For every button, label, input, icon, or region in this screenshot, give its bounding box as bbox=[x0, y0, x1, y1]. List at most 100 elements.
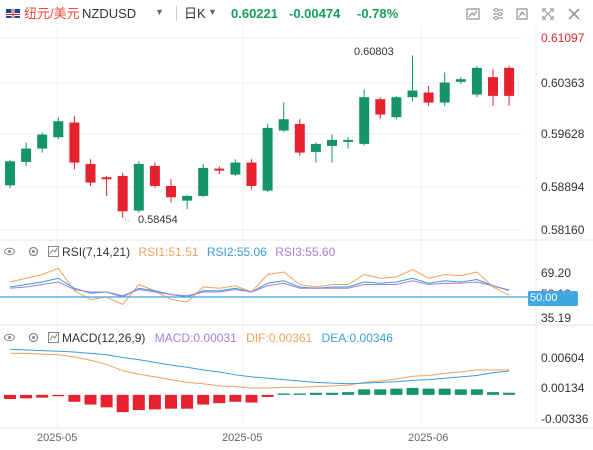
candle bbox=[423, 92, 434, 103]
candle bbox=[101, 177, 112, 180]
symbol-dropdown-icon[interactable]: ▼ bbox=[155, 7, 164, 17]
macd-tick: -0.00336 bbox=[541, 412, 589, 426]
price-tick: 0.58894 bbox=[541, 180, 585, 194]
candle bbox=[198, 167, 209, 196]
candle bbox=[230, 162, 241, 175]
macd-value: MACD:0.00031 bbox=[154, 331, 237, 345]
dea-value: DEA:0.00346 bbox=[321, 331, 393, 345]
macd-bar bbox=[309, 392, 322, 395]
macd-bar bbox=[422, 388, 435, 395]
nz-flag-icon bbox=[6, 7, 20, 18]
candle bbox=[69, 122, 80, 163]
settings-icon[interactable] bbox=[28, 332, 39, 343]
rsi-legend: RSI(7,14,21) RSI1:51.51 RSI2:55.06 RSI3:… bbox=[4, 245, 335, 259]
macd-bar bbox=[261, 394, 274, 397]
period-selector[interactable]: 日K bbox=[184, 6, 206, 21]
candle bbox=[133, 163, 144, 211]
macd-bar bbox=[487, 392, 499, 395]
macd-bar bbox=[454, 389, 467, 395]
high-price-label: 0.60803 bbox=[354, 46, 394, 58]
symbol-selector[interactable]: NZDUSD bbox=[82, 6, 137, 21]
macd-title: MACD(12,26,9) bbox=[62, 331, 146, 345]
close-icon[interactable] bbox=[566, 6, 582, 22]
macd-line-dif bbox=[10, 352, 510, 389]
eye-icon[interactable] bbox=[4, 246, 15, 257]
candle bbox=[439, 82, 450, 103]
candle bbox=[246, 162, 257, 186]
macd-bar bbox=[438, 388, 451, 395]
indicator-icon[interactable] bbox=[514, 6, 530, 22]
macd-bar bbox=[245, 394, 258, 403]
candle bbox=[488, 77, 498, 96]
candle bbox=[21, 148, 32, 162]
rsi-tick: 35.19 bbox=[541, 311, 572, 325]
indicator-box-icon[interactable] bbox=[47, 246, 59, 257]
eye-icon[interactable] bbox=[4, 332, 15, 343]
macd-bar bbox=[197, 394, 210, 405]
chart-type-icon[interactable] bbox=[465, 6, 481, 22]
macd-bar bbox=[470, 389, 483, 395]
settings-icon[interactable] bbox=[28, 246, 39, 257]
last-price: 0.60221 bbox=[231, 6, 278, 21]
divider bbox=[176, 6, 177, 21]
macd-bar bbox=[100, 394, 113, 408]
candle bbox=[294, 123, 305, 153]
candle bbox=[310, 143, 321, 152]
period-dropdown-icon[interactable]: ▼ bbox=[208, 7, 217, 17]
macd-bar bbox=[277, 393, 290, 395]
macd-bar bbox=[358, 389, 371, 395]
price-tick: 0.58160 bbox=[541, 223, 585, 237]
pair-name: 纽元/美元 bbox=[24, 6, 80, 21]
candle bbox=[149, 165, 160, 186]
macd-bar bbox=[52, 394, 65, 397]
macd-legend: MACD(12,26,9) MACD:0.00031 DIF:0.00361 D… bbox=[4, 331, 393, 345]
chart-header: 纽元/美元 NZDUSD ▼ 日K ▼ 0.60221 -0.00474 -0.… bbox=[0, 0, 593, 27]
candle bbox=[37, 134, 48, 149]
macd-line-dea bbox=[9, 348, 510, 385]
candle bbox=[391, 97, 402, 118]
macd-bar bbox=[390, 388, 403, 395]
dif-value: DIF:0.00361 bbox=[246, 331, 313, 345]
rsi-line-rsi1 bbox=[9, 267, 510, 306]
low-marker bbox=[122, 216, 129, 222]
rsi-line-rsi2 bbox=[9, 277, 510, 298]
price-tick: 0.61097 bbox=[541, 31, 585, 45]
macd-bar bbox=[4, 394, 16, 400]
macd-bar bbox=[213, 394, 226, 404]
macd-bar bbox=[165, 394, 177, 409]
candle bbox=[471, 67, 482, 95]
macd-bar bbox=[132, 394, 145, 411]
candle bbox=[504, 67, 515, 96]
settings-icon[interactable] bbox=[490, 6, 506, 22]
macd-bar bbox=[293, 393, 306, 395]
macd-bar bbox=[374, 389, 387, 395]
rsi3-value: RSI3:55.60 bbox=[275, 245, 336, 259]
macd-bar bbox=[36, 394, 49, 398]
macd-tick: 0.00134 bbox=[541, 381, 585, 395]
macd-bar bbox=[116, 394, 129, 413]
rsi-line-rsi3 bbox=[9, 280, 510, 297]
macd-bar bbox=[229, 394, 242, 402]
x-axis-label: 2025-06 bbox=[408, 432, 449, 444]
candle bbox=[5, 161, 15, 186]
candle bbox=[53, 121, 64, 138]
macd-bar bbox=[84, 394, 97, 405]
candle bbox=[166, 185, 176, 198]
candle bbox=[117, 175, 128, 212]
rsi1-value: RSI1:51.51 bbox=[138, 245, 199, 259]
low-price-label: 0.58454 bbox=[138, 214, 178, 226]
candle bbox=[327, 139, 337, 146]
macd-bar bbox=[148, 394, 161, 410]
macd-bar bbox=[181, 394, 194, 409]
price-change: -0.00474 bbox=[289, 6, 341, 21]
expand-icon[interactable] bbox=[540, 6, 556, 22]
macd-bar bbox=[406, 387, 419, 395]
candle bbox=[407, 90, 418, 98]
price-tick: 0.59628 bbox=[541, 127, 585, 141]
macd-tick: 0.00604 bbox=[541, 351, 585, 365]
candle bbox=[359, 97, 370, 144]
indicator-box-icon[interactable] bbox=[47, 332, 59, 343]
macd-bar bbox=[68, 394, 81, 402]
x-axis-label: 2025-05 bbox=[222, 432, 263, 444]
